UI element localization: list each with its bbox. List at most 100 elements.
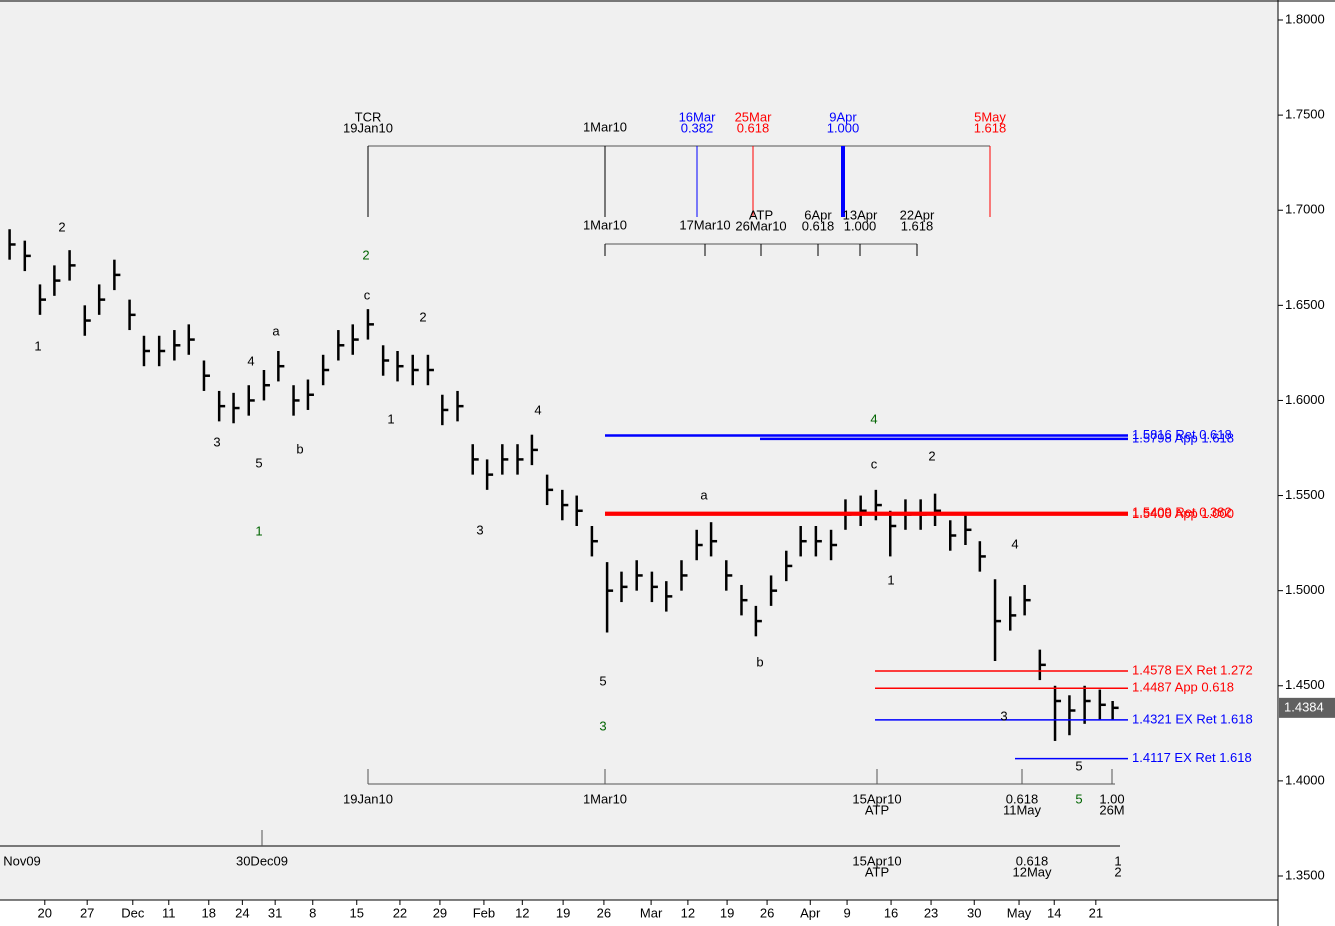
projection-label: 0.618 [1006,791,1039,806]
y-tick-label: 1.5500 [1285,487,1325,502]
projection-label: 5May [974,109,1006,124]
projection-label: 26Mar10 [735,218,786,233]
x-tick-label: 14 [1047,905,1061,920]
x-tick-label: 11 [162,905,176,920]
x-tick-label: 19 [720,905,734,920]
projection-label: TCR [355,109,382,124]
y-tick-label: 1.8000 [1285,11,1325,26]
x-tick-label: 22 [393,905,407,920]
wave-label: 3 [213,434,220,449]
projection-label: 0.618 [737,120,770,135]
projection-label: 12May [1012,864,1052,879]
x-tick-label: 26 [760,905,774,920]
y-tick-label: 1.6500 [1285,297,1325,312]
x-tick-label: 23 [924,905,938,920]
last-price-label: 1.4384 [1284,699,1324,714]
wave-label: 4 [1011,536,1018,551]
projection-label: ATP [749,207,773,222]
price-level-label: 1.5409 Ret 0.382 [1132,504,1232,519]
projection-label: 13Apr [843,207,878,222]
wave-label: b [756,654,763,669]
x-tick-label: Mar [640,905,663,920]
x-tick-label: 16 [884,905,898,920]
y-tick-label: 1.5000 [1285,582,1325,597]
price-level-label: 1.4487 App 0.618 [1132,680,1234,695]
projection-label: 1.618 [901,218,934,233]
projection-label: ATP [865,802,889,817]
x-tick-label: 18 [202,905,216,920]
wave-label: 4 [534,402,541,417]
projection-label: 11May [1003,802,1042,817]
wave-label: 3 [1000,708,1007,723]
projection-label: 22Apr [900,207,935,222]
projection-label: 1.000 [827,120,860,135]
y-tick-label: 1.6000 [1285,392,1325,407]
last-price-box [1279,697,1335,718]
wave-label: 3 [476,522,483,537]
projection-label: 19Jan10 [343,791,393,806]
projection-label: 1.618 [974,120,1007,135]
wave-label: 1 [255,523,262,538]
projection-label: 0.618 [802,218,835,233]
y-tick-label: 1.7000 [1285,202,1325,217]
projection-label: 2 [1114,864,1121,879]
x-tick-label: Apr [800,905,821,920]
x-tick-label: 9 [843,905,850,920]
projection-label: 1.000 [844,218,877,233]
x-tick-label: 31 [268,905,282,920]
x-tick-label: 15 [350,905,364,920]
x-tick-label: 29 [433,905,447,920]
wave-label: 5 [255,455,262,470]
wave-label: 5 [1075,791,1082,806]
y-tick-label: 1.4000 [1285,772,1325,787]
projection-label: ATP [865,864,889,879]
wave-label: 1 [887,572,894,587]
projection-label: 19Jan10 [343,120,393,135]
x-tick-label: 26 [597,905,611,920]
wave-label: a [272,323,280,338]
x-tick-label: 24 [235,905,249,920]
x-tick-label: 21 [1089,905,1103,920]
x-tick-label: 30 [967,905,981,920]
x-tick-label: 20 [38,905,52,920]
wave-label: c [364,287,371,302]
wave-label: 2 [362,247,369,262]
price-level-label: 1.5798 App 1.618 [1132,430,1234,445]
projection-label: 30Dec09 [236,853,288,868]
x-tick-label: Dec [121,905,145,920]
projection-label: 15Apr10 [852,791,901,806]
price-level-label: 1.5400 App 1.000 [1132,506,1234,521]
wave-label: 5 [1075,758,1082,773]
wave-label: 3 [599,718,606,733]
y-tick-label: 1.4500 [1285,677,1325,692]
projection-label: 26M [1099,802,1124,817]
price-level-label: 1.4117 EX Ret 1.618 [1132,750,1252,765]
projection-label: 9Apr [829,109,857,124]
x-tick-label: 27 [80,905,94,920]
x-tick-label: 12 [515,905,529,920]
projection-label: 15Apr10 [852,853,901,868]
wave-label: 2 [58,219,65,234]
projection-label: 1Mar10 [583,119,627,134]
projection-label: 1Mar10 [583,791,627,806]
wave-label: 4 [247,353,254,368]
wave-label: b [296,441,303,456]
x-tick-label: May [1007,905,1032,920]
y-tick-label: 1.3500 [1285,867,1325,882]
projection-label: 6Apr [804,207,832,222]
wave-label: 2 [419,309,426,324]
projection-label: 1.00 [1099,791,1124,806]
projection-label: 17Mar10 [679,217,730,232]
wave-label: 5 [599,673,606,688]
projection-label: 25Mar [735,109,773,124]
price-level-label: 1.4321 EX Ret 1.618 [1132,711,1253,726]
projection-label: Nov09 [3,853,41,868]
x-tick-label: 8 [309,905,316,920]
projection-label: 0.618 [1016,853,1049,868]
price-level-label: 1.5816 Ret 0.618 [1132,427,1232,442]
projection-label: 0.382 [681,120,714,135]
projection-label: 1 [1114,853,1121,868]
wave-label: 1 [34,338,41,353]
wave-label: 1 [387,411,394,426]
projection-label: 16Mar [679,109,717,124]
